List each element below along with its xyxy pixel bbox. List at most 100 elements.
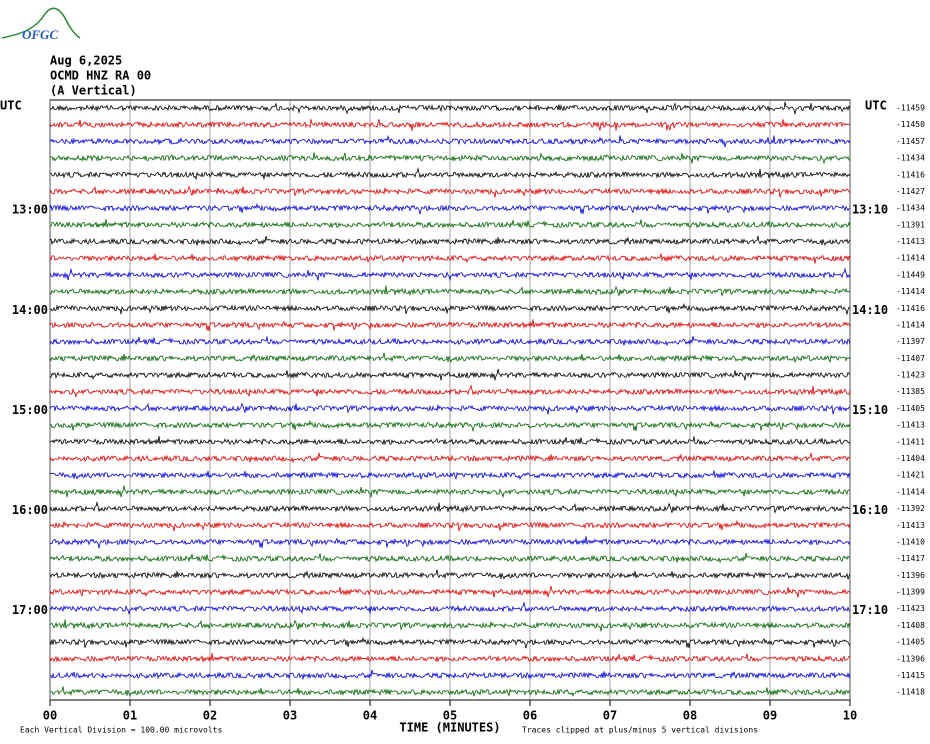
- seismic-trace: [49, 352, 851, 364]
- seismic-trace: [49, 500, 851, 514]
- trace-offset: -11414: [896, 320, 925, 329]
- seismic-trace: [49, 267, 851, 282]
- x-tick-label: 01: [123, 709, 137, 723]
- seismic-trace: [49, 253, 851, 264]
- end-time: 16:10: [852, 503, 888, 517]
- seismic-trace: [49, 101, 851, 115]
- x-axis-label: TIME (MINUTES): [399, 721, 500, 735]
- trace-offset: -11413: [896, 237, 925, 246]
- trace-offset: -11392: [896, 504, 925, 513]
- seismic-trace: [50, 686, 851, 697]
- seismic-trace: [49, 185, 851, 198]
- seismic-trace: [49, 653, 850, 663]
- x-tick-label: 07: [603, 709, 617, 723]
- trace-offset: -11423: [896, 371, 925, 380]
- seismic-trace: [49, 569, 851, 580]
- trace-offset: -11434: [896, 154, 925, 163]
- seismic-trace: [49, 553, 851, 564]
- seismic-trace: [50, 485, 851, 499]
- start-time: 16:00: [12, 503, 48, 517]
- seismic-trace: [49, 235, 851, 247]
- seismic-trace: [49, 302, 851, 315]
- x-tick-label: 10: [843, 709, 857, 723]
- seismic-trace: [49, 536, 851, 549]
- x-tick-label: 00: [43, 709, 57, 723]
- seismic-trace: [49, 419, 851, 432]
- trace-offset: -11405: [896, 404, 925, 413]
- trace-offset: -11416: [896, 304, 925, 313]
- seismic-trace: [49, 585, 851, 598]
- trace-offset: -11459: [896, 104, 925, 113]
- seismic-trace: [49, 285, 851, 297]
- x-tick-label: 05: [443, 709, 457, 723]
- trace-offset: -11423: [896, 604, 925, 613]
- trace-offset: -11399: [896, 588, 925, 597]
- logo-text: OFGC: [22, 27, 58, 42]
- trace-offset: -11414: [896, 487, 925, 496]
- trace-offset: -11411: [896, 437, 925, 446]
- x-tick-label: 08: [683, 709, 697, 723]
- seismic-trace: [49, 119, 851, 131]
- logo-curve: [1, 7, 81, 39]
- end-time: 14:10: [852, 303, 888, 317]
- seismic-trace: [49, 368, 851, 381]
- seismic-trace: [49, 636, 851, 649]
- station: OCMD HNZ RA 00: [50, 69, 151, 83]
- seismic-trace: [49, 167, 851, 181]
- trace-offset: -11407: [896, 354, 925, 363]
- seismic-trace: [49, 402, 851, 415]
- x-tick-label: 06: [523, 709, 537, 723]
- trace-offset: -11408: [896, 621, 925, 630]
- x-tick-label: 04: [363, 709, 377, 723]
- logo: OFGC: [1, 7, 81, 42]
- trace-offset: -11418: [896, 688, 925, 697]
- trace-offset: -11427: [896, 187, 925, 196]
- end-time: 13:10: [852, 203, 888, 217]
- seismic-trace: [49, 384, 851, 399]
- trace-offset: -11416: [896, 170, 925, 179]
- trace-offset: -11421: [896, 471, 925, 480]
- seismic-trace: [49, 619, 851, 632]
- component: (A Vertical): [50, 84, 137, 98]
- start-time: 14:00: [12, 303, 48, 317]
- footer-clip: Traces clipped at plus/minus 5 vertical …: [522, 726, 758, 735]
- trace-offset: -11410: [896, 537, 925, 546]
- trace-offset: -11385: [896, 387, 925, 396]
- trace-offset: -11413: [896, 421, 925, 430]
- utc-left: UTC: [0, 99, 22, 113]
- trace-offset: -11397: [896, 337, 925, 346]
- x-tick-label: 03: [283, 709, 297, 723]
- trace-offset: -11405: [896, 638, 925, 647]
- start-time: 17:00: [12, 603, 48, 617]
- seismic-trace: [49, 319, 851, 331]
- footer-scale: Each Vertical Division = 100.00 microvol…: [20, 726, 222, 735]
- trace-offset: -11434: [896, 204, 925, 213]
- seismic-trace: [49, 470, 851, 481]
- trace-offset: -11414: [896, 254, 925, 263]
- seismic-trace: [49, 219, 851, 229]
- x-tick-label: 09: [763, 709, 777, 723]
- x-tick-label: 02: [203, 709, 217, 723]
- seismic-trace: [50, 669, 851, 681]
- trace-offset: -11396: [896, 571, 925, 580]
- start-time: 15:00: [12, 403, 48, 417]
- trace-offset: -11457: [896, 137, 925, 146]
- seismic-trace: [49, 452, 851, 464]
- seismic-trace: [49, 336, 851, 347]
- trace-offset: -11449: [896, 270, 925, 279]
- end-time: 17:10: [852, 603, 888, 617]
- trace-offset: -11413: [896, 521, 925, 530]
- trace-offset: -11391: [896, 220, 925, 229]
- seismic-trace: [49, 519, 851, 532]
- end-time: 15:10: [852, 403, 888, 417]
- trace-offset: -11396: [896, 654, 925, 663]
- date: Aug 6,2025: [50, 54, 122, 68]
- start-time: 13:00: [12, 203, 48, 217]
- seismic-trace: [49, 202, 851, 215]
- seismic-trace: [49, 152, 850, 165]
- trace-offset: -11450: [896, 120, 925, 129]
- seismic-trace: [49, 134, 851, 148]
- trace-offset: -11417: [896, 554, 925, 563]
- trace-offset: -11415: [896, 671, 925, 680]
